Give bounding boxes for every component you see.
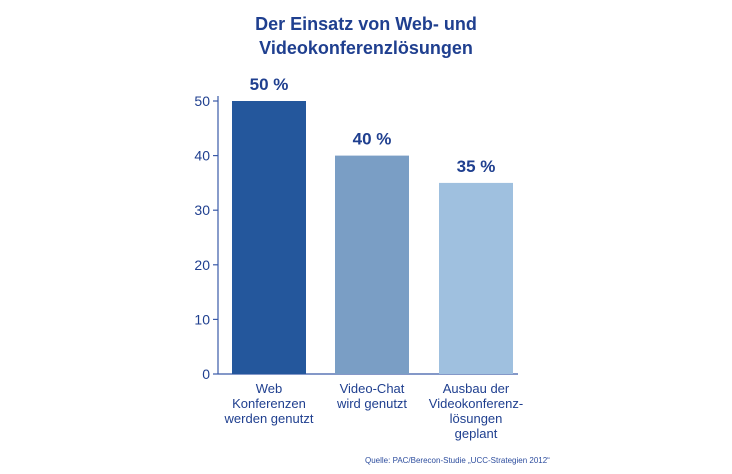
chart-title-line-1: Der Einsatz von Web- und [255,14,477,34]
y-tick-label-50: 50 [194,93,210,109]
category-label-1-line-0: Video-Chat [340,381,405,396]
chart-title-line-2: Videokonferenzlösungen [259,38,473,58]
value-label-1: 40 % [353,130,392,149]
category-label-0-line-2: werden genutzt [224,411,314,426]
category-label-2-line-2: lösungen [450,411,503,426]
bar-0 [232,101,306,374]
category-label-2-line-3: geplant [455,426,498,441]
category-label-0-line-1: Konferenzen [232,396,306,411]
category-label-2-line-0: Ausbau der [443,381,510,396]
y-tick-label-40: 40 [194,148,210,164]
y-tick-label-10: 10 [194,311,210,327]
y-tick-label-20: 20 [194,257,210,273]
y-tick-label-30: 30 [194,202,210,218]
value-label-2: 35 % [457,157,496,176]
y-tick-label-0: 0 [202,366,210,382]
category-label-1-line-1: wird genutzt [336,396,407,411]
bar-1 [335,155,409,374]
category-label-2-line-1: Videokonferenz- [429,396,523,411]
bar-2 [439,182,513,374]
value-label-0: 50 % [250,75,289,94]
source-note: Quelle: PAC/Berecon-Studie „UCC-Strategi… [365,456,550,465]
category-label-0-line-0: Web [256,381,283,396]
